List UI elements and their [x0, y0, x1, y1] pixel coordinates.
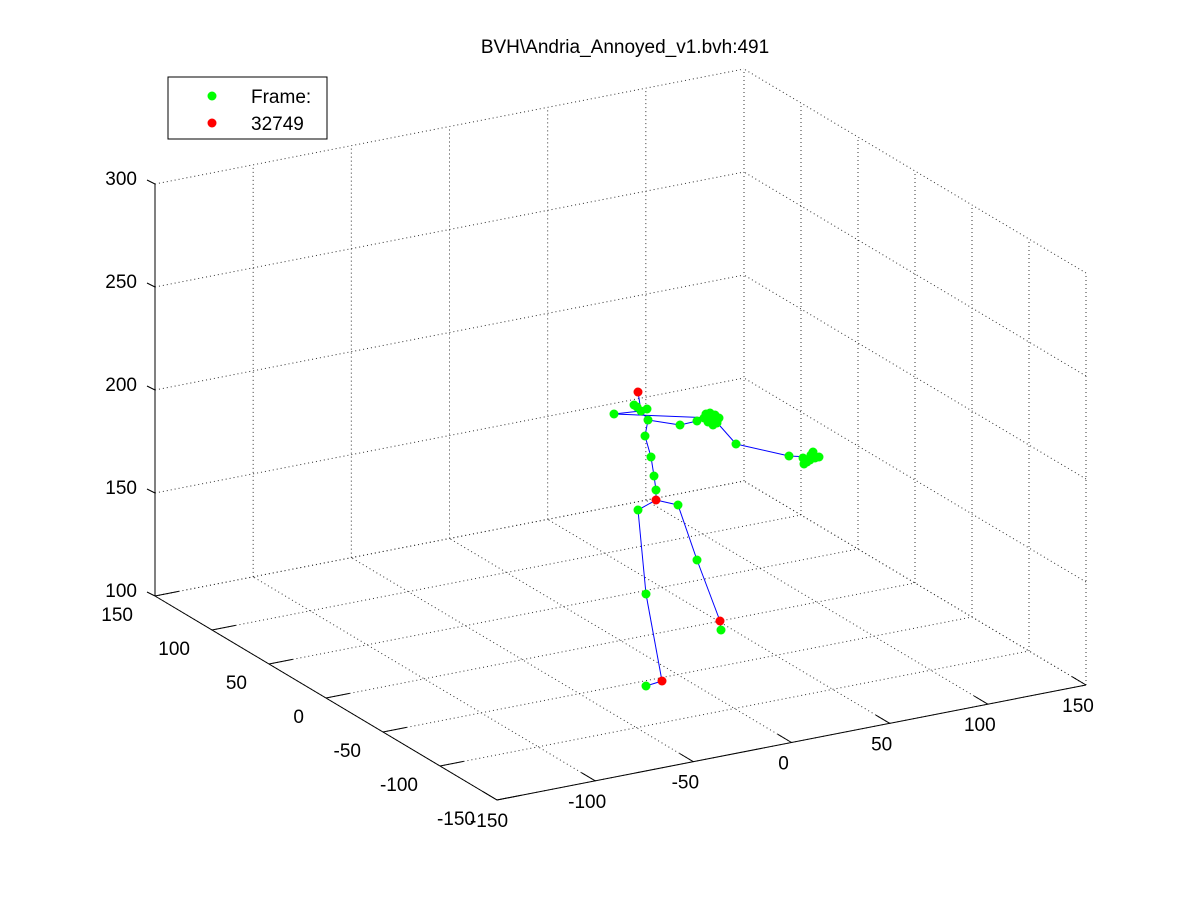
x-tick-label: -100 — [568, 792, 606, 813]
z-tick-mark — [146, 385, 156, 391]
y-tick-label: 50 — [226, 673, 247, 694]
x-tick-label: 100 — [964, 715, 996, 736]
back-wall-gridline-z — [154, 377, 745, 494]
floor-gridline-y — [268, 548, 859, 665]
y-tick-label: -100 — [380, 775, 418, 796]
axis-layer — [146, 179, 1087, 801]
legend-label-frame: Frame: — [251, 87, 311, 108]
hand-joint-marker — [799, 459, 809, 469]
x-tick-label: -50 — [672, 773, 699, 794]
back-wall-gridline-z — [154, 171, 745, 288]
z-tick-label: 150 — [105, 478, 137, 499]
legend-box — [167, 76, 328, 140]
y-tick-mark — [211, 624, 236, 631]
skeleton-bone — [645, 593, 663, 682]
end-effector-marker — [657, 676, 667, 686]
floor-gridline-y — [439, 650, 1030, 767]
z-tick-label: 100 — [105, 581, 137, 602]
x-tick-mark — [581, 772, 596, 782]
y-tick-mark — [439, 760, 464, 767]
x-tick-label: -150 — [470, 811, 508, 832]
y-tick-mark — [382, 726, 407, 733]
floor-gridline-y — [325, 582, 916, 699]
hand-joint-marker — [704, 414, 714, 424]
skeleton-bone — [696, 559, 721, 622]
z-tick-label: 300 — [105, 169, 137, 190]
joint-marker — [673, 500, 683, 510]
joint-marker — [609, 409, 619, 419]
legend-label-number: 32749 — [251, 114, 304, 135]
joint-marker — [641, 589, 651, 599]
joint-marker — [731, 439, 741, 449]
end-effector-marker — [651, 495, 661, 505]
joint-marker — [651, 485, 661, 495]
joint-marker — [642, 404, 652, 414]
x-tick-mark — [777, 733, 792, 743]
skeleton-bone — [677, 504, 698, 561]
joint-marker — [784, 451, 794, 461]
joint-marker — [640, 431, 650, 441]
z-tick-mark — [146, 488, 156, 494]
y-tick-label: 100 — [158, 639, 190, 660]
z-tick-label: 200 — [105, 375, 137, 396]
x-tick-label: 50 — [871, 734, 892, 755]
joint-marker — [692, 555, 702, 565]
joint-marker — [641, 681, 651, 691]
y-tick-mark — [154, 590, 179, 597]
joint-marker — [633, 505, 643, 515]
y-tick-mark — [496, 794, 521, 801]
chart-title: BVH\Andria_Annoyed_v1.bvh:491 — [481, 37, 769, 58]
skeleton-bone — [613, 410, 642, 415]
y-tick-label: -50 — [334, 741, 361, 762]
skeleton-layer — [609, 387, 824, 691]
tick-label-layer: -150-150 -100 -100 -50 -50 0 0 50 50 100 100 150 150… — [101, 169, 1094, 832]
hand-joint-marker — [808, 447, 818, 457]
joint-marker — [646, 452, 656, 462]
y-tick-label: -150 — [437, 809, 475, 830]
legend-marker-frame — [207, 91, 217, 101]
x-tick-mark — [875, 714, 890, 724]
y-tick-label: 150 — [101, 605, 133, 626]
joint-marker — [643, 415, 653, 425]
z-tick-mark — [146, 591, 156, 597]
joint-marker — [649, 471, 659, 481]
back-wall-gridline-z — [154, 274, 745, 391]
z-tick-label: 250 — [105, 272, 137, 293]
x-tick-mark — [973, 695, 989, 705]
back-wall-gridline-z — [154, 480, 745, 597]
joint-marker — [716, 625, 726, 635]
y-tick-label: 0 — [293, 707, 304, 728]
end-effector-marker — [633, 387, 643, 397]
back-wall-gridline-z — [154, 68, 745, 185]
x-tick-mark — [1072, 676, 1087, 686]
skeleton-bone — [647, 419, 681, 426]
legend-marker-number — [207, 118, 217, 128]
x-tick-mark — [483, 791, 498, 801]
z-tick-mark — [146, 282, 156, 288]
x-tick-mark — [679, 753, 694, 763]
y-tick-mark — [325, 692, 350, 699]
floor-gridline-y — [211, 514, 802, 631]
x-tick-label: 0 — [778, 754, 789, 775]
legend: Frame: 32749 — [167, 76, 328, 140]
z-tick-mark — [146, 179, 156, 185]
hand-joint-marker — [814, 452, 824, 462]
skeleton-bone — [735, 443, 790, 457]
joint-marker — [692, 416, 702, 426]
joint-marker — [675, 420, 685, 430]
x-tick-label: 150 — [1062, 696, 1094, 717]
y-tick-mark — [268, 658, 293, 665]
skeleton-bone — [637, 509, 647, 595]
end-effector-marker — [715, 616, 725, 626]
